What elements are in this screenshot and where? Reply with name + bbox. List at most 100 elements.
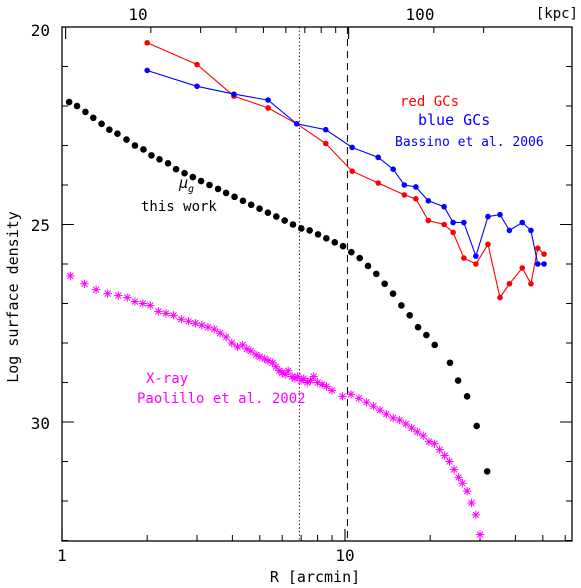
plot-frame xyxy=(61,26,573,542)
mu-g-point xyxy=(348,248,355,256)
axes-frame xyxy=(61,26,573,542)
xray-point-stroke xyxy=(419,432,427,440)
blue-gcs-point xyxy=(497,211,503,218)
mu-g-point xyxy=(298,225,305,232)
xray-point-stroke xyxy=(264,357,272,365)
xray-point-stroke xyxy=(281,371,289,378)
mu-g-point xyxy=(247,201,255,209)
xray-point-stroke xyxy=(459,479,466,487)
xray-point-stroke xyxy=(185,317,192,325)
mu-g-point xyxy=(423,331,430,339)
xray-point xyxy=(346,390,356,399)
xray-point-stroke xyxy=(455,473,462,481)
red-gcs-point xyxy=(534,245,541,251)
xray-point-stroke xyxy=(310,373,317,380)
xray-point-stroke xyxy=(210,325,218,333)
xray-point-stroke xyxy=(162,310,170,317)
xray-point xyxy=(227,338,236,348)
mu-g-point xyxy=(89,114,97,122)
xray-point xyxy=(407,423,416,433)
mu-g-point xyxy=(206,181,213,189)
xray-point-stroke xyxy=(284,367,292,374)
mu-g-point xyxy=(306,227,313,234)
mu-g-point xyxy=(454,377,462,384)
mu-g-point xyxy=(172,165,180,173)
xray-point xyxy=(362,398,371,407)
xray-point-stroke xyxy=(123,294,131,301)
blue-gcs-series xyxy=(144,67,547,267)
mu-g-point xyxy=(381,280,388,288)
red-gcs-point xyxy=(425,217,432,224)
xray-point xyxy=(322,382,331,391)
mu-g-point xyxy=(131,142,139,149)
xray-point-stroke xyxy=(139,300,147,307)
mu-g-point xyxy=(406,312,414,319)
xray-point xyxy=(395,415,404,425)
mu-g-point xyxy=(114,130,121,137)
blue-gcs-point xyxy=(425,198,432,204)
red-gcs-point xyxy=(461,255,467,261)
y-axis-label: Log surface density xyxy=(4,211,22,383)
xray-point-stroke xyxy=(155,308,162,315)
xray-point-stroke xyxy=(328,387,336,394)
xray-point xyxy=(271,362,281,371)
mu-g-point xyxy=(189,173,197,181)
xray-series xyxy=(66,271,485,539)
xray-point xyxy=(138,299,148,308)
xray-point-stroke xyxy=(339,393,346,400)
mu-g-point xyxy=(98,120,105,128)
mu-g-point xyxy=(473,422,481,430)
xray-point-stroke xyxy=(170,312,177,319)
xray-point xyxy=(146,301,155,310)
xray-point-stroke xyxy=(347,391,355,398)
xray-point xyxy=(191,319,200,328)
mu-g-point xyxy=(214,185,222,193)
xray-point xyxy=(413,427,422,437)
xray-point-stroke xyxy=(66,272,74,280)
xray-point xyxy=(419,431,428,441)
x-tick-label-1: 1 xyxy=(57,546,67,565)
blue-gcs-point xyxy=(413,184,419,190)
red-gcs-point xyxy=(194,61,200,68)
mu-g-point xyxy=(431,341,439,349)
mu-g-point xyxy=(123,136,130,143)
blue-gcs-point xyxy=(519,219,526,226)
mu-g-point xyxy=(339,242,347,250)
x-axis-label: R [arcmin] xyxy=(270,568,360,586)
mu-g-label: μg xyxy=(178,174,194,195)
xray-point-stroke xyxy=(146,302,154,309)
blue-gcs-point xyxy=(541,261,547,267)
mu-g-point xyxy=(331,238,339,246)
mu-g-point xyxy=(181,169,188,177)
xray-point-stroke xyxy=(323,383,330,390)
xray-point xyxy=(449,465,459,474)
xray-point xyxy=(475,530,485,539)
blue-gcs-point xyxy=(461,219,467,226)
xray-point-stroke xyxy=(425,438,433,446)
xray-point-stroke xyxy=(318,381,326,388)
mu-g-point xyxy=(106,126,113,133)
xray-point-stroke xyxy=(446,458,453,465)
xray-point-stroke xyxy=(450,466,458,473)
xray-point xyxy=(299,374,308,383)
xray-point xyxy=(80,279,89,288)
mu-g-point xyxy=(148,152,155,159)
xray-point-stroke xyxy=(228,339,236,347)
mu-g-point xyxy=(65,98,73,106)
xray-point-stroke xyxy=(402,420,410,428)
top-tick-label-100: 100 xyxy=(406,5,435,24)
xray-point xyxy=(309,372,318,381)
xray-point xyxy=(91,285,101,294)
mu-subscript: g xyxy=(188,184,194,195)
xray-point xyxy=(197,321,207,330)
xray-point xyxy=(221,332,231,342)
xray-point xyxy=(161,309,171,318)
xray-point-stroke xyxy=(192,319,199,327)
red-gcs-point xyxy=(541,251,547,257)
mu-symbol: μ xyxy=(178,174,188,192)
mu-g-point xyxy=(323,235,330,242)
xray-point-stroke xyxy=(441,452,448,459)
xray-point xyxy=(375,405,385,415)
xray-point xyxy=(203,323,213,332)
